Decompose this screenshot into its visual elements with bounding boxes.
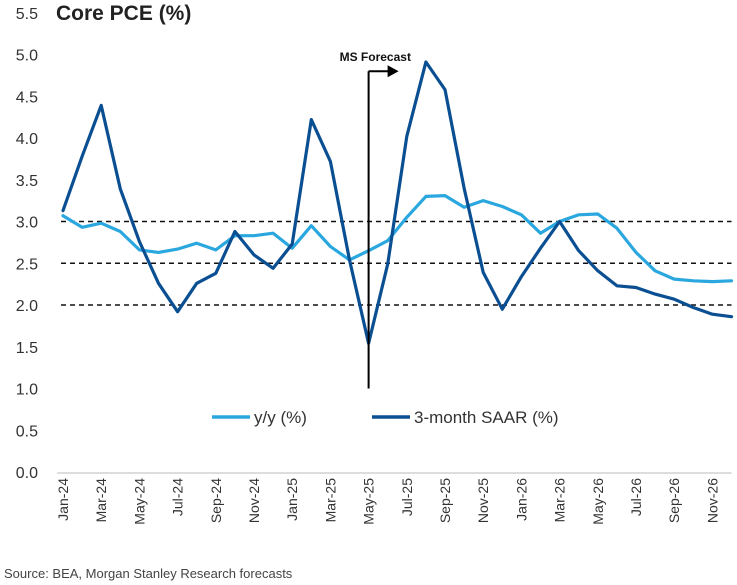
x-tick-label: Sep-25 (437, 478, 453, 523)
y-tick-label: 4.0 (16, 131, 38, 148)
x-tick-label: Sep-24 (208, 478, 224, 523)
x-axis: Jan-24 Mar-24 May-24 Jul-24 Sep-24 Nov-24 Jan-… (55, 478, 720, 525)
x-tick-label: Nov-25 (475, 478, 491, 523)
y-tick-label: 0.5 (16, 423, 38, 440)
y-axis: 0.0 0.5 1.0 1.5 2.0 2.5 3.0 3.5 4.0 4.5 5.0 5.5 (16, 6, 38, 482)
forecast-label: MS Forecast (340, 50, 411, 64)
x-tick-label: Mar-25 (322, 478, 338, 523)
y-tick-label: 5.0 (16, 48, 38, 65)
y-tick-label: 3.5 (16, 173, 38, 190)
x-tick-label: Jan-24 (55, 478, 71, 521)
x-tick-label: Jan-25 (284, 478, 300, 521)
x-tick-label: Jul-24 (170, 478, 186, 516)
x-tick-label: Nov-24 (246, 478, 262, 523)
reference-lines (61, 220, 732, 306)
x-tick-label: Mar-26 (552, 478, 568, 523)
forecast-arrow-head (387, 65, 399, 78)
y-tick-label: 4.5 (16, 89, 38, 106)
series-line-yoy (61, 194, 734, 284)
y-tick-label: 1.0 (16, 382, 38, 399)
x-tick-label: Sep-26 (666, 478, 682, 523)
x-tick-label: May-24 (131, 478, 147, 525)
x-tick-label: Mar-24 (93, 478, 109, 523)
x-tick-label: Jan-26 (513, 478, 529, 521)
x-tick-label: May-25 (361, 478, 377, 525)
series-line-saar (61, 60, 734, 345)
y-tick-label: 2.0 (16, 298, 38, 315)
x-tick-label: Nov-26 (704, 478, 720, 523)
x-tick-label: Jul-25 (399, 478, 415, 516)
y-tick-label: 5.5 (16, 6, 38, 23)
series-lines (61, 60, 734, 345)
legend: y/y (%) 3-month SAAR (%) (212, 408, 559, 427)
legend-label: y/y (%) (254, 408, 307, 427)
y-tick-label: 1.5 (16, 340, 38, 357)
forecast-annotation: MS Forecast (340, 50, 411, 389)
legend-label: 3-month SAAR (%) (414, 408, 559, 427)
y-tick-label: 3.0 (16, 215, 38, 232)
source-note: Source: BEA, Morgan Stanley Research for… (4, 566, 293, 581)
x-tick-label: May-26 (590, 478, 606, 525)
y-tick-label: 0.0 (16, 465, 38, 482)
chart-title: Core PCE (%) (56, 2, 191, 25)
x-tick-label: Jul-26 (628, 478, 644, 516)
y-tick-label: 2.5 (16, 256, 38, 273)
